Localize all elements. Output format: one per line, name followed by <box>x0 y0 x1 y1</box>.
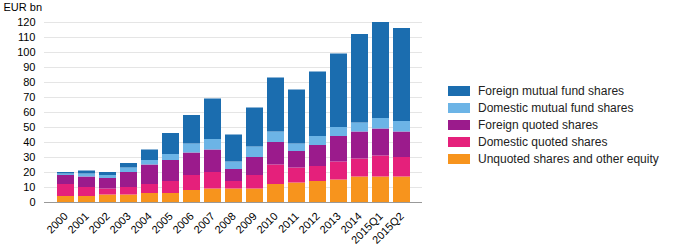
svg-text:70: 70 <box>23 91 35 103</box>
html-text:Foreign quoted shares: Foreign quoted shares <box>478 118 599 132</box>
svg-text:40: 40 <box>23 136 35 148</box>
svg-text:100: 100 <box>17 46 35 58</box>
svg-text:110: 110 <box>18 31 36 43</box>
svg-text:2003: 2003 <box>107 210 133 236</box>
svg-text:2006: 2006 <box>170 210 196 236</box>
svg-text:2013: 2013 <box>317 210 343 236</box>
html-text:Foreign mutual fund shares: Foreign mutual fund shares <box>478 84 625 98</box>
svg-text:2000: 2000 <box>44 210 70 236</box>
svg-text:2008: 2008 <box>212 210 238 236</box>
svg-text:2007: 2007 <box>191 210 217 236</box>
svg-text:30: 30 <box>23 151 35 163</box>
html-text:Domestic quoted shares: Domestic quoted shares <box>478 135 608 149</box>
svg-text:2015Q1: 2015Q1 <box>348 209 385 246</box>
svg-text:2004: 2004 <box>128 210 154 236</box>
svg-text:60: 60 <box>23 106 35 118</box>
svg-text:2011: 2011 <box>276 210 301 235</box>
html-text:Domestic mutual fund shares: Domestic mutual fund shares <box>478 101 634 115</box>
svg-text:2005: 2005 <box>149 210 175 236</box>
svg-text:20: 20 <box>23 166 35 178</box>
html-text:Unquoted shares and other equi: Unquoted shares and other equity <box>478 152 659 166</box>
svg-text:0: 0 <box>29 196 35 208</box>
svg-text:2001: 2001 <box>65 210 91 236</box>
svg-text:2015Q2: 2015Q2 <box>370 210 406 246</box>
svg-text:80: 80 <box>23 76 35 88</box>
svg-text:2002: 2002 <box>86 210 112 236</box>
svg-text:2010: 2010 <box>254 210 280 236</box>
svg-text:50: 50 <box>23 121 35 133</box>
svg-text:120: 120 <box>17 16 35 28</box>
svg-text:EUR bn: EUR bn <box>4 1 43 13</box>
svg-text:10: 10 <box>23 181 35 193</box>
svg-text:2009: 2009 <box>233 210 259 236</box>
svg-text:90: 90 <box>23 61 35 73</box>
svg-text:2014: 2014 <box>338 209 364 236</box>
svg-text:2012: 2012 <box>296 210 322 236</box>
